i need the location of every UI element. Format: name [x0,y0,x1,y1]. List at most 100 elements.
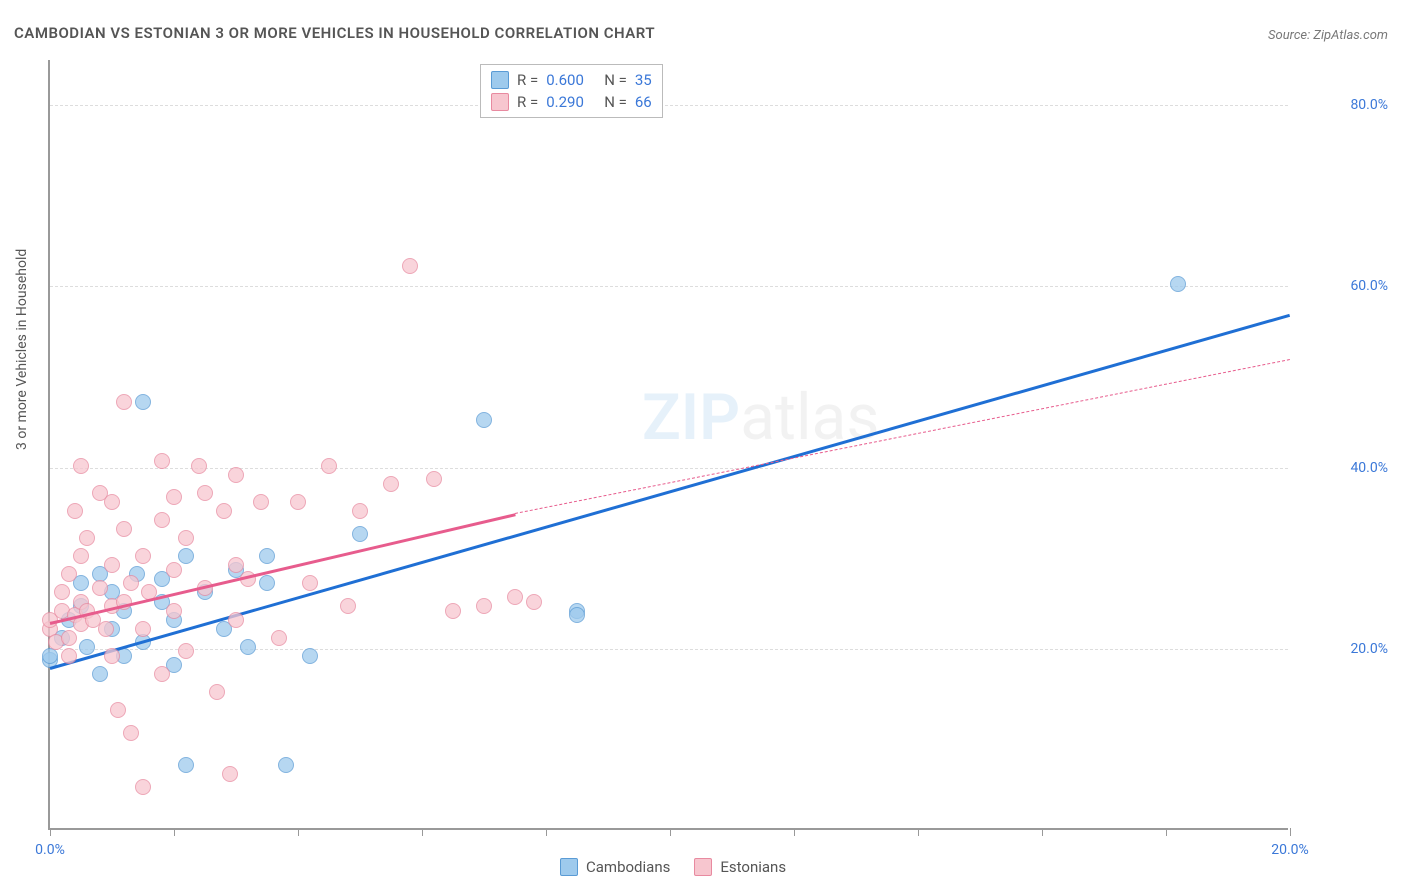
data-point [569,607,585,623]
data-point [178,548,194,564]
data-point [154,453,170,469]
data-point [116,394,132,410]
gridline [50,105,1288,106]
data-point [110,702,126,718]
scatter-plot-area: ZIPatlas 20.0%40.0%60.0%80.0%0.0%20.0% [48,60,1288,830]
data-point [290,494,306,510]
legend-swatch [491,93,509,111]
data-point [79,639,95,655]
legend-swatch [491,71,509,89]
x-tick [546,828,547,836]
data-point [302,648,318,664]
data-point [178,757,194,773]
n-label: N = [604,71,627,89]
x-tick [1042,828,1043,836]
data-point [191,458,207,474]
data-point [259,575,275,591]
watermark-zip: ZIP [642,380,740,455]
data-point [61,566,77,582]
y-axis-label: 3 or more Vehicles in Household [14,249,30,450]
data-point [154,666,170,682]
data-point [154,512,170,528]
legend-label: Cambodians [586,858,670,876]
data-point [104,557,120,573]
data-point [73,458,89,474]
r-value: 0.290 [546,93,596,111]
data-point [104,648,120,664]
data-point [123,725,139,741]
data-point [135,621,151,637]
x-tick [298,828,299,836]
r-label: R = [517,71,538,89]
data-point [54,584,70,600]
data-point [135,779,151,795]
data-point [61,648,77,664]
data-point [166,603,182,619]
data-point [526,594,542,610]
legend-swatch [560,858,578,876]
chart-title: CAMBODIAN VS ESTONIAN 3 OR MORE VEHICLES… [14,24,655,42]
data-point [271,630,287,646]
x-tick [1166,828,1167,836]
data-point [123,575,139,591]
data-point [73,548,89,564]
data-point [67,503,83,519]
stats-legend-row: R = 0.600 N = 35 [491,69,652,91]
n-label: N = [604,93,627,111]
data-point [476,598,492,614]
data-point [228,467,244,483]
data-point [352,503,368,519]
stats-legend-row: R = 0.290 N = 66 [491,91,652,113]
data-point [216,503,232,519]
data-point [321,458,337,474]
data-point [209,684,225,700]
data-point [352,526,368,542]
gridline [50,286,1288,287]
correlation-stats-legend: R = 0.600 N = 35 R = 0.290 N = 66 [480,64,663,118]
r-label: R = [517,93,538,111]
data-point [61,630,77,646]
data-point [445,603,461,619]
data-point [253,494,269,510]
data-point [178,643,194,659]
y-tick-label: 60.0% [1298,278,1388,294]
data-point [166,562,182,578]
data-point [340,598,356,614]
x-tick [1290,828,1291,836]
source-label: Source: ZipAtlas.com [1268,28,1388,43]
gridline [50,649,1288,650]
data-point [79,530,95,546]
legend-label: Estonians [720,858,786,876]
data-point [476,412,492,428]
trend-line [515,359,1290,514]
x-tick-label: 20.0% [1271,842,1309,858]
r-value: 0.600 [546,71,596,89]
data-point [135,548,151,564]
data-point [259,548,275,564]
data-point [1170,276,1186,292]
n-value: 35 [635,71,652,89]
data-point [92,580,108,596]
x-tick [794,828,795,836]
data-point [135,394,151,410]
x-tick-label: 0.0% [35,842,65,858]
legend-item: Estonians [694,858,786,876]
x-tick [174,828,175,836]
data-point [98,621,114,637]
data-point [197,485,213,501]
data-point [278,757,294,773]
y-tick-label: 20.0% [1298,641,1388,657]
data-point [240,639,256,655]
data-point [116,521,132,537]
data-point [426,471,442,487]
n-value: 66 [635,93,652,111]
data-point [383,476,399,492]
x-tick [670,828,671,836]
data-point [402,258,418,274]
data-point [166,489,182,505]
data-point [92,666,108,682]
data-point [228,557,244,573]
legend-item: Cambodians [560,858,670,876]
data-point [178,530,194,546]
legend-swatch [694,858,712,876]
